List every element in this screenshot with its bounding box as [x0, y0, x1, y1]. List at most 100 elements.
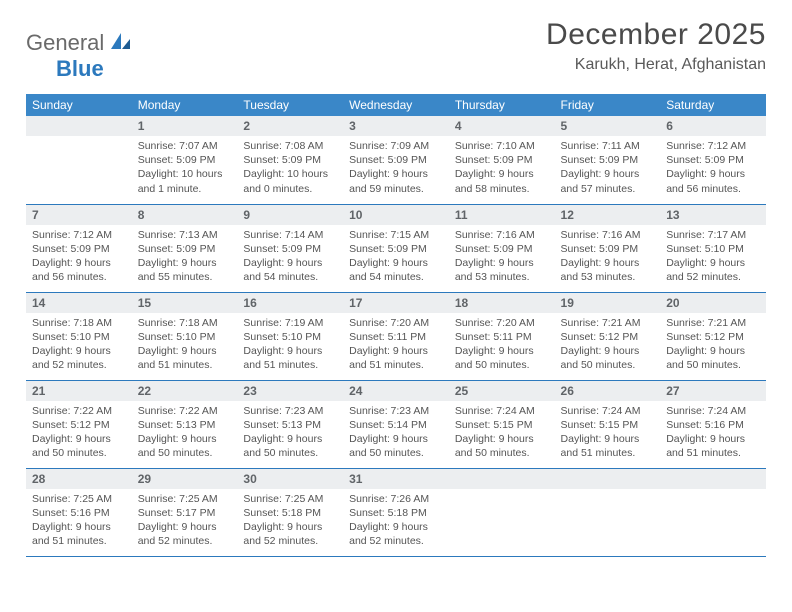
- day-number: 1: [132, 116, 238, 136]
- day-number: 29: [132, 469, 238, 489]
- day-number: 14: [26, 293, 132, 313]
- day-details: Sunrise: 7:24 AMSunset: 5:15 PMDaylight:…: [555, 401, 661, 465]
- calendar-cell: 13Sunrise: 7:17 AMSunset: 5:10 PMDayligh…: [660, 204, 766, 292]
- day-number: 9: [237, 205, 343, 225]
- calendar-cell: 14Sunrise: 7:18 AMSunset: 5:10 PMDayligh…: [26, 292, 132, 380]
- day-number: 23: [237, 381, 343, 401]
- day-details: Sunrise: 7:23 AMSunset: 5:13 PMDaylight:…: [237, 401, 343, 465]
- day-details: Sunrise: 7:18 AMSunset: 5:10 PMDaylight:…: [132, 313, 238, 377]
- calendar-cell: [660, 468, 766, 556]
- calendar-row: 21Sunrise: 7:22 AMSunset: 5:12 PMDayligh…: [26, 380, 766, 468]
- day-details: Sunrise: 7:20 AMSunset: 5:11 PMDaylight:…: [449, 313, 555, 377]
- brand-logo: General: [26, 18, 134, 56]
- day-number: 4: [449, 116, 555, 136]
- day-details: Sunrise: 7:11 AMSunset: 5:09 PMDaylight:…: [555, 136, 661, 200]
- weekday-header: Tuesday: [237, 94, 343, 116]
- day-details: Sunrise: 7:22 AMSunset: 5:13 PMDaylight:…: [132, 401, 238, 465]
- brand-word-1: General: [26, 30, 104, 56]
- calendar-cell: 3Sunrise: 7:09 AMSunset: 5:09 PMDaylight…: [343, 116, 449, 204]
- calendar-cell: 10Sunrise: 7:15 AMSunset: 5:09 PMDayligh…: [343, 204, 449, 292]
- day-details: Sunrise: 7:26 AMSunset: 5:18 PMDaylight:…: [343, 489, 449, 553]
- location-label: Karukh, Herat, Afghanistan: [546, 56, 766, 74]
- day-details: Sunrise: 7:25 AMSunset: 5:17 PMDaylight:…: [132, 489, 238, 553]
- day-number: 16: [237, 293, 343, 313]
- day-number: 6: [660, 116, 766, 136]
- calendar-row: 1Sunrise: 7:07 AMSunset: 5:09 PMDaylight…: [26, 116, 766, 204]
- day-number: 12: [555, 205, 661, 225]
- day-number: 13: [660, 205, 766, 225]
- day-details: Sunrise: 7:21 AMSunset: 5:12 PMDaylight:…: [555, 313, 661, 377]
- calendar-cell: 28Sunrise: 7:25 AMSunset: 5:16 PMDayligh…: [26, 468, 132, 556]
- calendar-cell: 11Sunrise: 7:16 AMSunset: 5:09 PMDayligh…: [449, 204, 555, 292]
- day-details: Sunrise: 7:16 AMSunset: 5:09 PMDaylight:…: [555, 225, 661, 289]
- day-number: [26, 116, 132, 136]
- calendar-cell: 4Sunrise: 7:10 AMSunset: 5:09 PMDaylight…: [449, 116, 555, 204]
- day-number: 20: [660, 293, 766, 313]
- day-details: Sunrise: 7:20 AMSunset: 5:11 PMDaylight:…: [343, 313, 449, 377]
- calendar-cell: 7Sunrise: 7:12 AMSunset: 5:09 PMDaylight…: [26, 204, 132, 292]
- weekday-header: Saturday: [660, 94, 766, 116]
- sail-icon: [110, 31, 132, 56]
- calendar-body: 1Sunrise: 7:07 AMSunset: 5:09 PMDaylight…: [26, 116, 766, 556]
- calendar-cell: 2Sunrise: 7:08 AMSunset: 5:09 PMDaylight…: [237, 116, 343, 204]
- day-details: Sunrise: 7:21 AMSunset: 5:12 PMDaylight:…: [660, 313, 766, 377]
- calendar-cell: 29Sunrise: 7:25 AMSunset: 5:17 PMDayligh…: [132, 468, 238, 556]
- calendar-cell: 15Sunrise: 7:18 AMSunset: 5:10 PMDayligh…: [132, 292, 238, 380]
- day-number: 21: [26, 381, 132, 401]
- day-number: 26: [555, 381, 661, 401]
- calendar-row: 7Sunrise: 7:12 AMSunset: 5:09 PMDaylight…: [26, 204, 766, 292]
- day-number: 2: [237, 116, 343, 136]
- day-number: 31: [343, 469, 449, 489]
- calendar-cell: [26, 116, 132, 204]
- calendar-cell: 19Sunrise: 7:21 AMSunset: 5:12 PMDayligh…: [555, 292, 661, 380]
- day-details: Sunrise: 7:12 AMSunset: 5:09 PMDaylight:…: [26, 225, 132, 289]
- day-details: Sunrise: 7:09 AMSunset: 5:09 PMDaylight:…: [343, 136, 449, 200]
- calendar-cell: 9Sunrise: 7:14 AMSunset: 5:09 PMDaylight…: [237, 204, 343, 292]
- day-details: Sunrise: 7:19 AMSunset: 5:10 PMDaylight:…: [237, 313, 343, 377]
- calendar-cell: [449, 468, 555, 556]
- calendar-cell: 18Sunrise: 7:20 AMSunset: 5:11 PMDayligh…: [449, 292, 555, 380]
- day-number: 5: [555, 116, 661, 136]
- calendar-cell: 27Sunrise: 7:24 AMSunset: 5:16 PMDayligh…: [660, 380, 766, 468]
- calendar-cell: 23Sunrise: 7:23 AMSunset: 5:13 PMDayligh…: [237, 380, 343, 468]
- calendar-header-row: SundayMondayTuesdayWednesdayThursdayFrid…: [26, 94, 766, 116]
- calendar-cell: 21Sunrise: 7:22 AMSunset: 5:12 PMDayligh…: [26, 380, 132, 468]
- day-details: Sunrise: 7:13 AMSunset: 5:09 PMDaylight:…: [132, 225, 238, 289]
- calendar-table: SundayMondayTuesdayWednesdayThursdayFrid…: [26, 94, 766, 557]
- day-number: 25: [449, 381, 555, 401]
- day-details: Sunrise: 7:10 AMSunset: 5:09 PMDaylight:…: [449, 136, 555, 200]
- day-number: 28: [26, 469, 132, 489]
- day-number: 17: [343, 293, 449, 313]
- calendar-cell: 30Sunrise: 7:25 AMSunset: 5:18 PMDayligh…: [237, 468, 343, 556]
- month-title: December 2025: [546, 18, 766, 52]
- day-details: Sunrise: 7:24 AMSunset: 5:16 PMDaylight:…: [660, 401, 766, 465]
- weekday-header: Thursday: [449, 94, 555, 116]
- day-details: Sunrise: 7:22 AMSunset: 5:12 PMDaylight:…: [26, 401, 132, 465]
- calendar-row: 28Sunrise: 7:25 AMSunset: 5:16 PMDayligh…: [26, 468, 766, 556]
- calendar-cell: 20Sunrise: 7:21 AMSunset: 5:12 PMDayligh…: [660, 292, 766, 380]
- calendar-cell: [555, 468, 661, 556]
- calendar-cell: 12Sunrise: 7:16 AMSunset: 5:09 PMDayligh…: [555, 204, 661, 292]
- day-number: 18: [449, 293, 555, 313]
- calendar-cell: 25Sunrise: 7:24 AMSunset: 5:15 PMDayligh…: [449, 380, 555, 468]
- calendar-cell: 22Sunrise: 7:22 AMSunset: 5:13 PMDayligh…: [132, 380, 238, 468]
- title-block: December 2025 Karukh, Herat, Afghanistan: [546, 18, 766, 74]
- day-details: Sunrise: 7:17 AMSunset: 5:10 PMDaylight:…: [660, 225, 766, 289]
- day-details: Sunrise: 7:12 AMSunset: 5:09 PMDaylight:…: [660, 136, 766, 200]
- calendar-cell: 24Sunrise: 7:23 AMSunset: 5:14 PMDayligh…: [343, 380, 449, 468]
- weekday-header: Monday: [132, 94, 238, 116]
- day-details: Sunrise: 7:15 AMSunset: 5:09 PMDaylight:…: [343, 225, 449, 289]
- brand-word-2: Blue: [56, 56, 104, 82]
- day-details: Sunrise: 7:24 AMSunset: 5:15 PMDaylight:…: [449, 401, 555, 465]
- calendar-cell: 5Sunrise: 7:11 AMSunset: 5:09 PMDaylight…: [555, 116, 661, 204]
- calendar-row: 14Sunrise: 7:18 AMSunset: 5:10 PMDayligh…: [26, 292, 766, 380]
- day-number: 15: [132, 293, 238, 313]
- day-number: 10: [343, 205, 449, 225]
- day-details: Sunrise: 7:07 AMSunset: 5:09 PMDaylight:…: [132, 136, 238, 200]
- day-number: 19: [555, 293, 661, 313]
- day-number: 3: [343, 116, 449, 136]
- weekday-header: Wednesday: [343, 94, 449, 116]
- weekday-header: Friday: [555, 94, 661, 116]
- calendar-cell: 16Sunrise: 7:19 AMSunset: 5:10 PMDayligh…: [237, 292, 343, 380]
- day-number: 24: [343, 381, 449, 401]
